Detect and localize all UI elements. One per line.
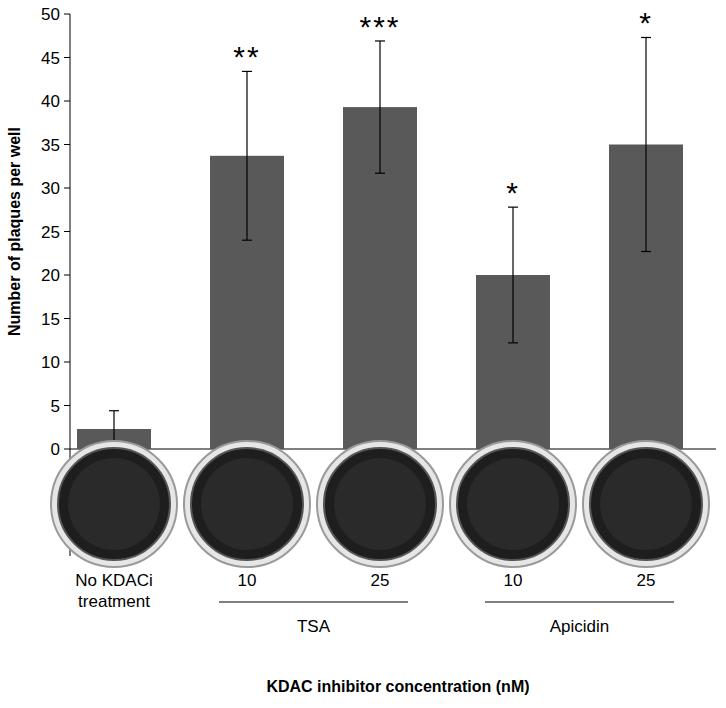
- x-tick-label: No KDACi treatment: [75, 571, 152, 611]
- error-line: [246, 71, 247, 240]
- y-tick: [64, 449, 70, 450]
- error-cap: [508, 342, 518, 343]
- error-line: [645, 37, 646, 251]
- plate-inner: [600, 458, 692, 550]
- y-tick-label: 50: [41, 5, 60, 24]
- y-tick: [64, 231, 70, 232]
- x-tick-label: 10: [504, 571, 523, 590]
- error-line: [512, 207, 513, 343]
- plate: [590, 448, 702, 560]
- error-bar: [508, 207, 518, 343]
- significance: *: [639, 6, 653, 39]
- error-cap: [641, 251, 651, 252]
- x-axis-label: KDAC inhibitor concentration (nM): [266, 678, 529, 695]
- error-cap: [109, 410, 119, 411]
- group-label: TSA: [297, 617, 331, 636]
- plate: [191, 448, 303, 560]
- y-tick: [64, 188, 70, 189]
- y-tick-label: 10: [41, 353, 60, 372]
- error-bar: [641, 37, 651, 251]
- group-line: [485, 602, 674, 603]
- chart: 0 5 10 15 20 25 30 35 40 45 50 Number of plaques pe…: [0, 0, 726, 708]
- error-bar: [375, 41, 385, 173]
- y-tick: [64, 275, 70, 276]
- plate-rim: [317, 441, 443, 567]
- plate-inner: [334, 458, 426, 550]
- plate-inner: [68, 458, 160, 550]
- error-line: [379, 41, 380, 173]
- plate-inner: [467, 458, 559, 550]
- plate-rim: [184, 441, 310, 567]
- group-label: Apicidin: [550, 617, 610, 636]
- significance: ***: [359, 10, 400, 43]
- y-axis-label: Number of plaques per well: [6, 127, 23, 336]
- y-tick: [64, 362, 70, 363]
- x-tick-label: 25: [371, 571, 390, 590]
- y-tick: [64, 14, 70, 15]
- plate: [457, 448, 569, 560]
- y-tick-label: 20: [41, 266, 60, 285]
- plate-rim: [450, 441, 576, 567]
- x-tick-label: 10: [238, 571, 257, 590]
- y-tick-label: 5: [51, 397, 60, 416]
- group-line: [219, 602, 408, 603]
- plate-rim: [583, 441, 709, 567]
- x-tick-label: 25: [637, 571, 656, 590]
- plate-inner: [201, 458, 293, 550]
- plate: [58, 448, 170, 560]
- plate-rim: [51, 441, 177, 567]
- y-tick: [64, 318, 70, 319]
- y-tick-label: 0: [51, 440, 60, 459]
- y-tick-label: 40: [41, 92, 60, 111]
- y-tick: [64, 57, 70, 58]
- error-cap: [375, 173, 385, 174]
- bars: [77, 37, 683, 449]
- label-line: No KDACi: [75, 571, 152, 590]
- significance: **: [233, 40, 260, 73]
- label-line: treatment: [78, 592, 150, 611]
- y-tick-label: 15: [41, 310, 60, 329]
- y-tick-label: 30: [41, 179, 60, 198]
- plate: [324, 448, 436, 560]
- y-tick-label: 25: [41, 223, 60, 242]
- error-cap: [242, 240, 252, 241]
- significance: *: [506, 176, 520, 209]
- y-tick-label: 35: [41, 136, 60, 155]
- y-tick: [64, 101, 70, 102]
- y-tick-label: 45: [41, 49, 60, 68]
- error-bar: [242, 71, 252, 240]
- y-tick: [64, 144, 70, 145]
- y-tick: [64, 405, 70, 406]
